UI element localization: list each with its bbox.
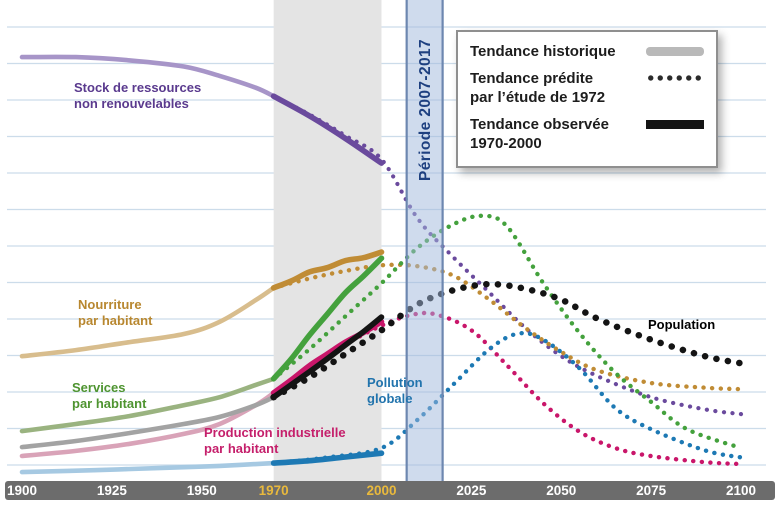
x-axis-bar <box>5 481 775 500</box>
legend-item-observed: Tendance observée 1970-2000 <box>470 115 704 154</box>
legend-label-predicted: Tendance prédite par l’étude de 1972 <box>470 69 606 107</box>
x-tick-2100: 2100 <box>725 483 757 498</box>
x-tick-2000: 2000 <box>366 483 397 498</box>
x-tick-1950: 1950 <box>186 483 217 498</box>
curve-label-food: Nourriture par habitant <box>78 297 153 329</box>
series-2-observed-line <box>270 255 385 382</box>
legend-label-historical: Tendance historique <box>470 43 616 60</box>
legend-label-observed: Tendance observée 1970-2000 <box>470 115 609 153</box>
x-tick-1900: 1900 <box>6 483 38 498</box>
curve-label-resources: Stock de ressources non renouvelables <box>74 80 202 112</box>
observed-line-swatch <box>646 119 704 129</box>
x-tick-2050: 2050 <box>546 483 577 498</box>
series-5-observed-line <box>270 314 385 400</box>
period-band-label: Période 2007-2017 <box>416 38 434 182</box>
series-5-historical-line <box>19 394 276 450</box>
series-4-predicted-dots <box>271 330 744 466</box>
series-1-predicted-dots <box>271 262 744 392</box>
band-periode-2007-2017 <box>406 0 443 481</box>
series-2-historical-line <box>19 376 276 434</box>
series-4-observed-line <box>270 450 385 466</box>
x-tick-2075: 2075 <box>636 483 667 498</box>
series-0-historical-line <box>19 54 276 99</box>
legend-item-predicted: Tendance prédite par l’étude de 1972 <box>470 69 704 108</box>
series-2-predicted-dots <box>271 213 744 451</box>
curve-label-pollution: Pollution globale <box>367 375 423 407</box>
dotted-line-swatch <box>646 73 704 82</box>
x-axis-ticks: 1900 1925 1950 1970 2000 2025 2050 2075 2100 <box>0 483 780 501</box>
band-fenetre-observee-1970-2000 <box>273 0 382 481</box>
historical-line-swatch <box>646 47 704 56</box>
x-tick-2025: 2025 <box>456 483 487 498</box>
x-tick-1925: 1925 <box>96 483 127 498</box>
series-5-predicted-dots <box>270 280 745 401</box>
series-1-historical-line <box>19 285 276 359</box>
legend-item-historical: Tendance historique <box>470 42 704 62</box>
series-1-observed-line <box>270 249 385 291</box>
curve-label-industrial: Production industrielle par habitant <box>204 425 346 457</box>
series-0-observed-line <box>270 93 385 166</box>
x-tick-1970: 1970 <box>258 483 289 498</box>
curve-label-services: Services par habitant <box>72 380 147 412</box>
series-4-historical-line <box>19 460 276 475</box>
curve-label-population: Population <box>648 317 716 332</box>
legend: Tendance historique Tendance prédite par… <box>456 30 718 168</box>
